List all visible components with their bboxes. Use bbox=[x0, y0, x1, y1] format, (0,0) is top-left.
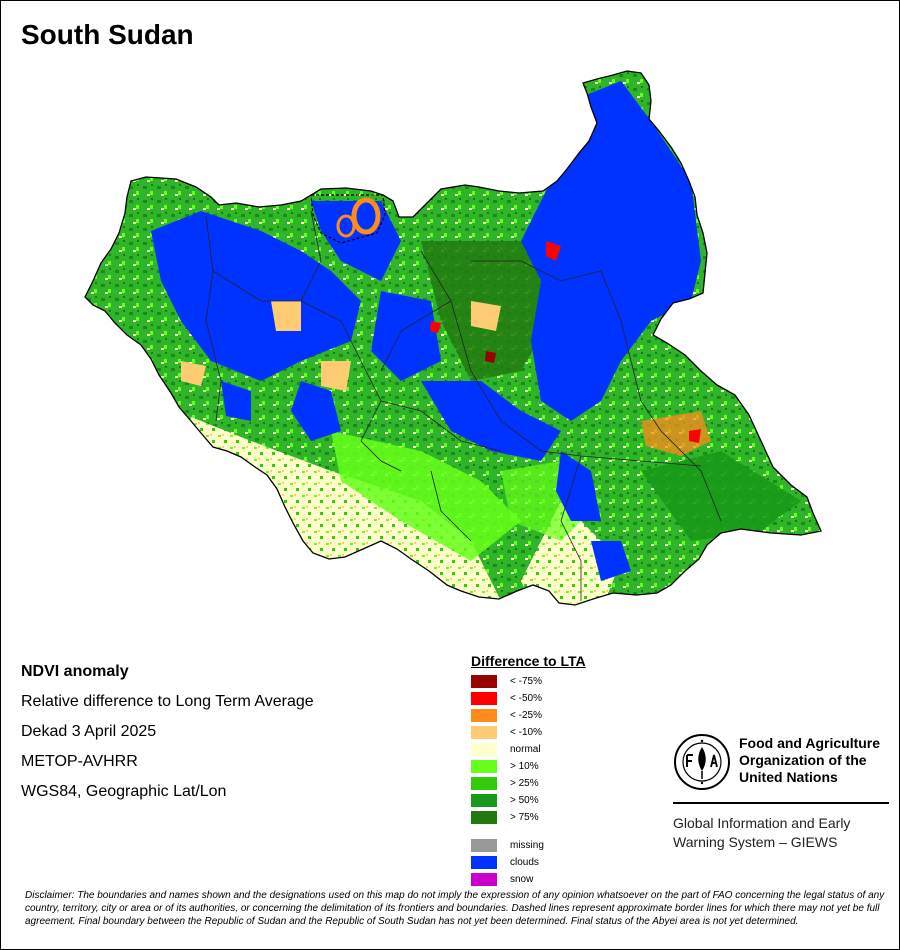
legend-swatch bbox=[471, 856, 497, 869]
legend-label: > 50% bbox=[510, 795, 539, 806]
legend-item: < -25% bbox=[471, 707, 651, 724]
legend-label: > 10% bbox=[510, 761, 539, 772]
fao-emblem-icon bbox=[674, 734, 730, 790]
legend-item: > 10% bbox=[471, 758, 651, 775]
legend-item: clouds bbox=[471, 854, 651, 871]
legend-swatch bbox=[471, 743, 497, 756]
info-line: Relative difference to Long Term Average bbox=[21, 693, 314, 710]
legend-swatch bbox=[471, 794, 497, 807]
legend-label: snow bbox=[510, 874, 534, 885]
legend-item: snow bbox=[471, 871, 651, 888]
legend-label: < -25% bbox=[510, 710, 542, 721]
legend-item: > 75% bbox=[471, 809, 651, 826]
disclaimer: Disclaimer: The boundaries and names sho… bbox=[25, 890, 885, 927]
legend-item: missing bbox=[471, 837, 651, 854]
giews-program-name: Global Information and Early Warning Sys… bbox=[673, 815, 851, 850]
legend-label: clouds bbox=[510, 857, 539, 868]
legend-swatch bbox=[471, 839, 497, 852]
map-subject: NDVI anomaly bbox=[21, 663, 129, 680]
legend-swatch bbox=[471, 726, 497, 739]
legend-item: > 25% bbox=[471, 775, 651, 792]
legend-swatch bbox=[471, 675, 497, 688]
info-line: Dekad 3 April 2025 bbox=[21, 723, 157, 740]
legend-item: > 50% bbox=[471, 792, 651, 809]
ndvi-anomaly-map bbox=[84, 70, 822, 606]
info-line: WGS84, Geographic Lat/Lon bbox=[21, 783, 227, 800]
legend-label: < -50% bbox=[510, 693, 542, 704]
legend-label: normal bbox=[510, 744, 541, 755]
divider bbox=[673, 802, 889, 804]
legend-swatch bbox=[471, 760, 497, 773]
map-info-block: NDVI anomaly Relative difference to Long… bbox=[21, 657, 441, 807]
legend-label: < -75% bbox=[510, 676, 542, 687]
legend-title: Difference to LTA bbox=[471, 653, 586, 669]
legend-label: missing bbox=[510, 840, 544, 851]
legend-extra: missing clouds snow bbox=[471, 837, 651, 888]
info-line: METOP-AVHRR bbox=[21, 753, 138, 770]
legend: Difference to LTA < -75% < -50% < -25% < -1… bbox=[471, 653, 651, 888]
legend-item: normal bbox=[471, 741, 651, 758]
map-area bbox=[1, 61, 899, 621]
legend-swatch bbox=[471, 709, 497, 722]
legend-label: > 75% bbox=[510, 812, 539, 823]
legend-classes: < -75% < -50% < -25% < -10% normal > 10% > 25%… bbox=[471, 673, 651, 826]
legend-item: < -50% bbox=[471, 690, 651, 707]
legend-swatch bbox=[471, 692, 497, 705]
fao-branding: Food and Agriculture Organization of the… bbox=[673, 731, 889, 856]
admin-boundaries bbox=[205, 210, 722, 601]
legend-item: < -10% bbox=[471, 724, 651, 741]
legend-item: < -75% bbox=[471, 673, 651, 690]
legend-swatch bbox=[471, 873, 497, 886]
legend-swatch bbox=[471, 777, 497, 790]
fao-organization-name: Food and Agriculture Organization of the… bbox=[739, 735, 881, 785]
legend-label: > 25% bbox=[510, 778, 539, 789]
legend-swatch bbox=[471, 811, 497, 824]
map-title: South Sudan bbox=[21, 19, 194, 50]
legend-label: < -10% bbox=[510, 727, 542, 738]
